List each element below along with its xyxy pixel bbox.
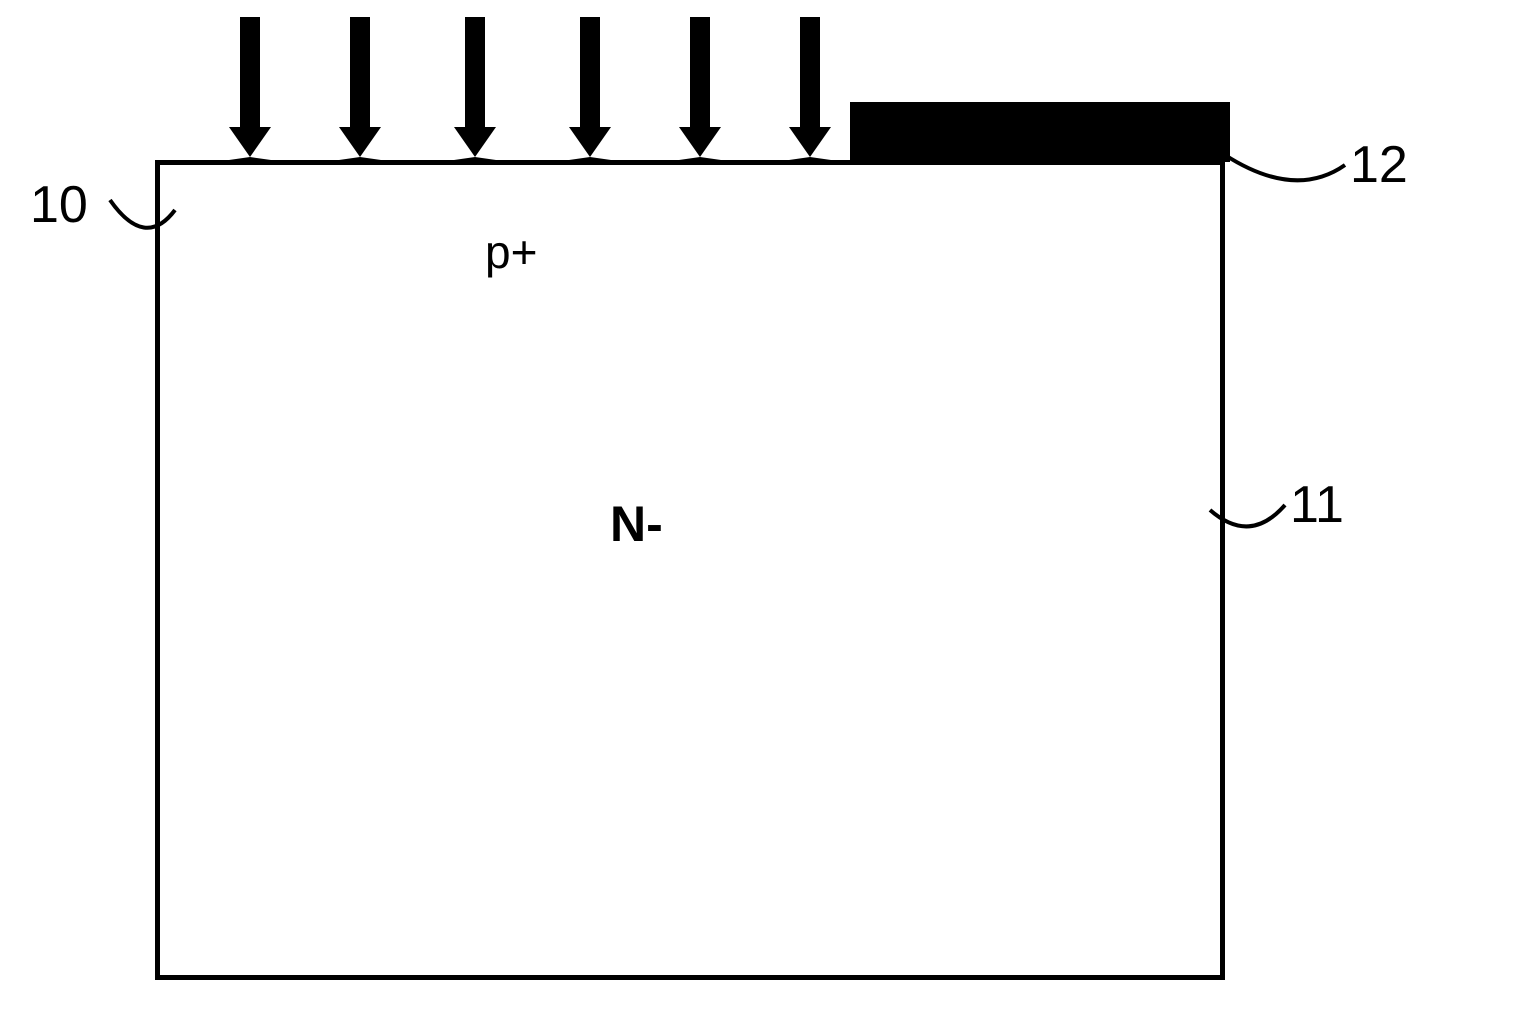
diagram-canvas: p+ N- 10 12 11 — [0, 0, 1520, 1023]
callout-11-curve — [0, 0, 1520, 1023]
